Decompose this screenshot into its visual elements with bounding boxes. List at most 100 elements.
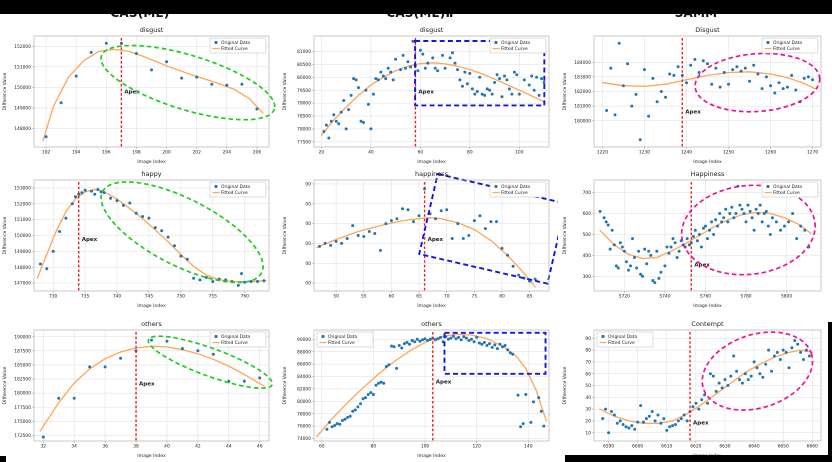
svg-text:760: 760 [241,294,250,300]
subplot-casme3-others: Apex Original Data Fitted Curve 60 80 100 120 1… [280,318,558,460]
svg-text:700: 700 [583,190,592,196]
svg-text:185000: 185000 [14,363,31,369]
svg-text:46: 46 [257,444,263,450]
svg-text:77500: 77500 [297,139,311,145]
scatter-points [44,41,259,139]
svg-text:6600: 6600 [632,444,643,450]
highlight-rect [414,40,546,107]
y-tick-labels: 148000 149000 150000 151000 152000 [14,44,31,132]
subplot-samm-happiness: Apex Original Data Fitted Curve 5720 5740 576… [560,168,830,310]
svg-text:172500: 172500 [14,433,31,439]
svg-text:148000: 148000 [14,126,31,132]
svg-text:140: 140 [524,444,533,450]
svg-text:175000: 175000 [14,419,31,425]
legend-original-data: Original Data [328,334,357,340]
svg-text:190000: 190000 [14,334,31,340]
subplot-casme3-disgust: Apex Original Data Fitted Curve 20 40 60 80 100… [280,24,558,166]
x-axis-label: Image Index [417,453,446,459]
highlight-ellipse [694,52,821,113]
svg-text:80000: 80000 [297,399,311,405]
svg-text:600: 600 [583,211,592,217]
subplot-title: Happiness [691,170,725,178]
legend-fitted-curve: Fitted Curve [773,46,800,52]
subplot-samm-contempt: Apex Original Data Fitted Curve 6590 6600 661… [560,318,830,460]
svg-text:192: 192 [42,150,51,156]
svg-text:76000: 76000 [297,424,311,430]
svg-text:90: 90 [585,336,591,342]
scatter-points [322,39,546,140]
svg-text:70: 70 [444,294,450,300]
svg-text:60: 60 [418,150,424,156]
svg-text:00: 00 [305,281,311,287]
scatter-points [41,338,262,439]
x-tick-labels: 5720 5740 5760 5780 5800 [619,294,793,300]
svg-text:6650: 6650 [778,444,789,450]
svg-text:00: 00 [305,261,311,267]
svg-text:150000: 150000 [14,85,31,91]
legend-fitted-curve: Fitted Curve [221,340,248,346]
svg-text:5780: 5780 [740,294,751,300]
y-axis-label: Difference Value [282,216,288,254]
x-axis-label: Image Index [693,303,722,309]
legend-original-data: Original Data [773,40,802,46]
svg-text:1270: 1270 [807,150,818,156]
subplot-title: happy [141,170,161,178]
x-tick-labels: 1220 1230 1240 1250 1260 1270 [597,150,819,156]
svg-text:198: 198 [132,150,141,156]
svg-text:730: 730 [49,294,58,300]
svg-text:100: 100 [515,150,524,156]
highlight-ellipse [100,44,276,121]
svg-text:202: 202 [192,150,201,156]
plot-border [313,329,550,442]
y-tick-labels: 180000 181000 182000 183000 184000 [574,60,591,124]
legend-fitted-curve: Fitted Curve [221,46,248,52]
svg-text:1230: 1230 [639,150,650,156]
bottom-left-black-mark [0,456,6,462]
svg-text:81000: 81000 [297,49,311,55]
svg-text:5720: 5720 [619,294,630,300]
svg-text:40: 40 [585,395,591,401]
svg-text:80: 80 [499,294,505,300]
svg-text:1240: 1240 [681,150,692,156]
apex-label: Apex [428,237,444,243]
svg-text:40: 40 [368,150,374,156]
svg-text:750: 750 [177,294,186,300]
y-tick-labels: 147000 148000 149000 150000 151000 152000 1530… [14,186,31,287]
legend-original-data: Original Data [221,184,250,190]
y-axis-label: Difference Value [282,72,288,110]
svg-text:740: 740 [113,294,122,300]
y-tick-labels: 77500 78000 78500 79000 79500 80000 80500 81000 [297,49,311,145]
x-tick-labels: 192 194 196 198 200 202 204 206 [42,150,261,156]
gridlines [594,180,821,291]
svg-text:79500: 79500 [297,88,311,94]
bottom-right-black-bar [565,455,832,462]
svg-text:5800: 5800 [781,294,792,300]
svg-text:60: 60 [585,371,591,377]
apex-label: Apex [694,263,710,269]
legend-fitted-curve: Fitted Curve [773,190,800,196]
svg-text:78000: 78000 [297,411,311,417]
svg-text:1260: 1260 [765,150,776,156]
svg-text:6590: 6590 [603,444,614,450]
y-tick-labels: 172500 175000 177500 180000 182500 185000 1875… [14,334,31,439]
subplot-casme3-happiness: Apex Original Data Fitted Curve 50 55 60 65 70 7… [280,168,568,310]
y-axis-label: Difference Value [2,72,8,110]
legend-fitted-curve: Fitted Curve [221,190,248,196]
legend-original-data: Original Data [608,334,637,340]
x-axis-label: Image Index [417,159,446,165]
svg-text:500: 500 [583,232,592,238]
svg-text:180000: 180000 [14,391,31,397]
apex-label: Apex [685,110,701,116]
svg-text:735: 735 [81,294,90,300]
gridlines [34,330,269,441]
